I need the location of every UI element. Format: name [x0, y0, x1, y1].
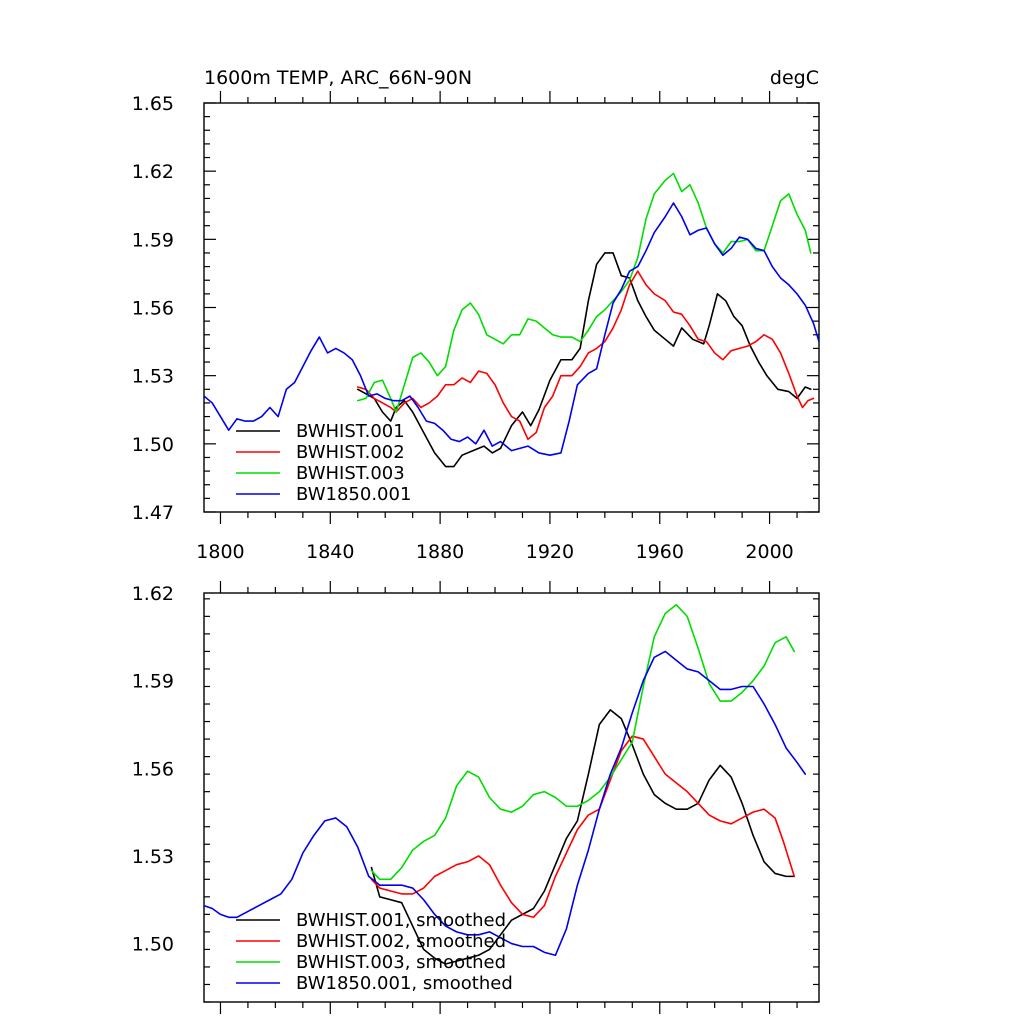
bottom-series-line-1 — [370, 709, 796, 965]
top-legend-label: BWHIST.003 — [296, 463, 405, 484]
top-plot: 1800 1840 1880 1920 1960 2000 1.47 1.50 1.53 1.56… — [132, 91, 820, 563]
bottom-plot-frame — [203, 592, 820, 1003]
bottom-y-tick-label: 1.50 — [132, 934, 174, 956]
bottom-y-tick-label: 1.59 — [132, 671, 174, 693]
bottom-y-tick-label: 1.53 — [132, 846, 174, 868]
bottom-series-line-2 — [370, 735, 796, 919]
bottom-legend-label: BWHIST.001, smoothed — [296, 910, 506, 931]
chart-title: 1600m TEMP, ARC_66N-90N — [204, 67, 472, 89]
units-label: degC — [770, 67, 819, 89]
top-y-tick-label: 1.47 — [132, 502, 174, 524]
top-series-line-4 — [204, 202, 819, 456]
top-x-tick-label: 1880 — [416, 541, 464, 563]
top-x-tick-label: 2000 — [745, 541, 793, 563]
top-y-tick-label: 1.65 — [132, 93, 174, 115]
top-x-tick-label: 1960 — [636, 541, 684, 563]
bottom-y-tick-label: 1.62 — [132, 583, 174, 605]
top-legend-label: BWHIST.002 — [296, 442, 405, 463]
top-y-tick-label: 1.50 — [132, 434, 174, 456]
bottom-series-line-3 — [370, 603, 796, 881]
top-series-line-2 — [356, 270, 815, 441]
top-legend-label: BW1850.001 — [296, 484, 411, 505]
top-series-line-3 — [356, 172, 812, 413]
top-x-tick-label: 1920 — [526, 541, 574, 563]
bottom-plot: 1.50 1.53 1.56 1.59 1.62 BWHIST.001, smoothed… — [132, 581, 820, 1014]
top-x-tick-label: 1840 — [306, 541, 354, 563]
bottom-y-tick-label: 1.56 — [132, 758, 174, 780]
top-y-tick-label: 1.62 — [132, 161, 174, 183]
bottom-legend-label: BWHIST.003, smoothed — [296, 952, 506, 973]
top-series-line-1 — [356, 252, 812, 468]
top-y-tick-label: 1.59 — [132, 229, 174, 251]
top-legend-label: BWHIST.001 — [296, 421, 405, 442]
bottom-legend-label: BWHIST.002, smoothed — [296, 931, 506, 952]
top-y-tick-label: 1.56 — [132, 298, 174, 320]
top-x-tick-label: 1800 — [196, 541, 244, 563]
bottom-series-line-4 — [204, 650, 807, 957]
bottom-legend-label: BW1850.001, smoothed — [296, 973, 513, 994]
top-y-tick-label: 1.53 — [132, 366, 174, 388]
